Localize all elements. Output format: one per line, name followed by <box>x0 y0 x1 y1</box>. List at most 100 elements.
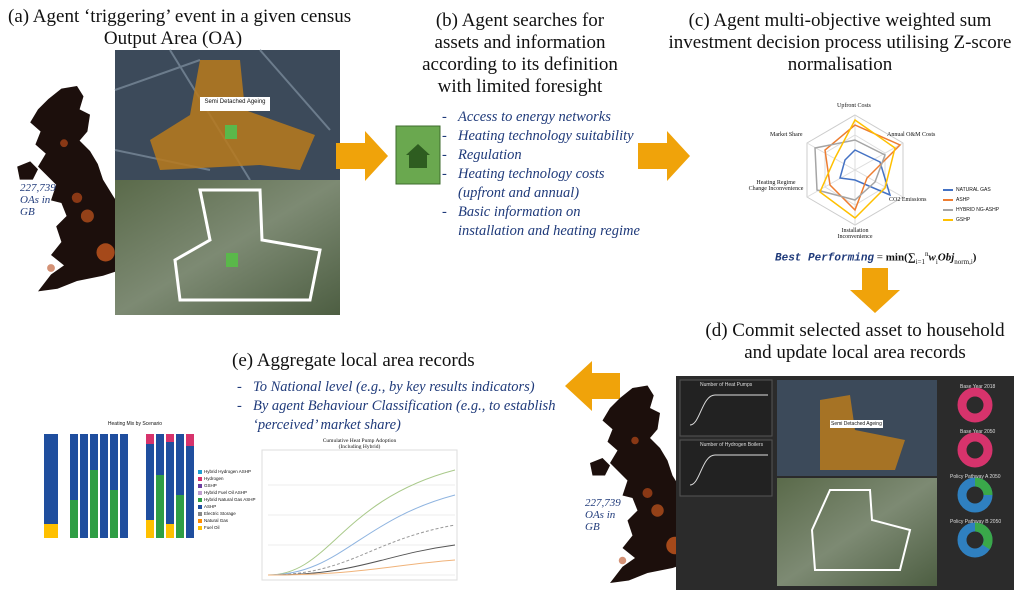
arrow <box>850 268 900 313</box>
legend-text: Hybrid Fuel Oil ASHP <box>204 490 248 495</box>
legend-swatch <box>198 497 202 502</box>
text: GB <box>20 206 35 218</box>
formula-part: i <box>935 257 938 266</box>
radar-label: Installation Inconvenience <box>837 228 873 240</box>
formula-part: = <box>876 251 883 264</box>
legend-entry: ASHP <box>198 503 256 510</box>
formula-lhs: Best Performing <box>775 252 875 265</box>
formula-part: w <box>928 251 936 264</box>
donut-label: Policy Pathway A 2050 <box>950 474 1001 480</box>
radar-chart <box>806 114 904 226</box>
legend-swatch <box>198 504 202 509</box>
map-label: Semi Detached Ageing <box>830 420 883 428</box>
formula-part: ) <box>972 251 977 264</box>
panel-title: (c) Agent multi-objective weighted sum i… <box>665 10 1014 76</box>
radar-label: Upfront Costs <box>837 103 871 109</box>
formula-part: n <box>925 250 929 258</box>
bullet: Heating technology suitability <box>440 127 640 146</box>
legend-entry: NATURAL GAS <box>956 187 991 193</box>
title-line: according to its definition <box>422 54 618 75</box>
title-line: (Including Hybrid) <box>338 444 381 450</box>
panel-title: (a) Agent ‘triggering’ event in a given … <box>8 6 352 50</box>
legend-text: Electric Storage <box>204 511 236 516</box>
legend-swatch <box>198 476 202 481</box>
legend-entry: Hydrogen <box>198 475 256 482</box>
legend-entry: GSHP <box>956 217 971 223</box>
legend-swatch <box>198 511 202 516</box>
title-line: (d) Commit selected asset to household <box>705 320 1005 341</box>
legend-text: Hydrogen <box>204 476 224 481</box>
radar-label: Market Share <box>770 132 803 138</box>
legend-text: Hybrid Hydrogen ASHP <box>204 469 252 474</box>
legend-text: Fuel Oil <box>204 525 220 530</box>
title-line: (c) Agent multi-objective weighted sum <box>688 10 992 31</box>
oa-count: 227,739 OAs in GB <box>20 182 56 218</box>
formula-part: norm,i <box>954 257 973 266</box>
donut-label: Base Year 2050 <box>960 429 996 435</box>
bullet: By agent Behaviour Classification (e.g.,… <box>235 397 560 435</box>
legend: Hybrid Hydrogen ASHP Hydrogen GSHP Hybrid F… <box>198 468 256 531</box>
text: 227,739 <box>585 497 621 509</box>
legend-text: GSHP <box>204 483 217 488</box>
line-chart <box>261 449 458 581</box>
title-line: with limited foresight <box>437 76 603 97</box>
legend-entry: Hybrid Hydrogen ASHP <box>198 468 256 475</box>
oa-area <box>150 60 315 170</box>
donut-label: Policy Pathway B 2050 <box>950 519 1002 525</box>
text: 227,739 <box>20 182 56 194</box>
arrow <box>565 361 620 411</box>
bullet: To National level (e.g., by key results … <box>235 378 560 397</box>
radar-label: CO2 Emissions <box>889 197 927 203</box>
oa-count: 227,739 OAs in GB <box>585 497 621 533</box>
donut-label: Base Year 2018 <box>960 384 996 390</box>
legend-entry: Electric Storage <box>198 510 256 517</box>
text: GB <box>585 521 600 533</box>
chart-title: Heating Mix by Scenario <box>107 421 163 427</box>
formula-part: Obj <box>937 251 955 264</box>
legend-swatch <box>198 525 202 530</box>
chart-label: Number of Heat Pumps <box>700 382 753 388</box>
arrow <box>336 131 388 181</box>
legend-entry: HYBRID NG-ASHP <box>956 207 1000 213</box>
panel-title: (d) Commit selected asset to household a… <box>690 320 1014 364</box>
title-line: assets and information <box>434 32 606 53</box>
legend-text: ASHP <box>204 504 217 509</box>
formula-part: ∑ <box>907 251 916 264</box>
legend-text: Natural Gas <box>204 518 229 523</box>
bullet: Heating technology costs (upfront and an… <box>440 165 640 203</box>
chart-title: Cumulative Heat Pump Adoption (Including… <box>262 438 457 450</box>
legend-entry: Natural Gas <box>198 517 256 524</box>
bullet-list: Access to energy networks Heating techno… <box>440 108 640 241</box>
chart-label: Number of Hydrogen Boilers <box>700 442 764 448</box>
formula: Best Performing = min(∑i=1nwiObjnorm,i) <box>775 250 976 266</box>
radar-label: Heating Regime Change Inconvenience <box>748 180 804 192</box>
legend-swatch <box>198 469 202 474</box>
legend-entry: GSHP <box>198 482 256 489</box>
arrow <box>638 131 690 181</box>
title-line: (a) Agent ‘triggering’ event in a given … <box>8 6 352 27</box>
bullet: Access to energy networks <box>440 108 640 127</box>
legend-text: Hybrid Natural Gas ASHP <box>204 497 256 502</box>
text: OAs in <box>585 509 616 521</box>
title-line: normalisation <box>787 54 893 75</box>
bullet: Regulation <box>440 146 640 165</box>
panel-title: (b) Agent searches for assets and inform… <box>395 10 645 98</box>
bullet-list: To National level (e.g., by key results … <box>235 378 560 435</box>
formula-part: min( <box>885 251 908 264</box>
radar-label: Annual O&M Costs <box>887 132 936 138</box>
bar-chart <box>36 428 236 573</box>
title-line: and update local area records <box>744 342 966 363</box>
legend-entry: Hybrid Natural Gas ASHP <box>198 496 256 503</box>
formula-part: i=1 <box>915 257 925 266</box>
title-line: investment decision process utilising Z-… <box>668 32 1012 53</box>
panel-title: (e) Aggregate local area records <box>232 350 475 371</box>
map-label: Semi Detached Ageing <box>204 99 266 105</box>
title-line: Output Area (OA) <box>103 28 243 49</box>
text: OAs in <box>20 194 51 206</box>
bullet: Basic information on installation and he… <box>440 203 640 241</box>
legend-entry: Fuel Oil <box>198 524 256 531</box>
legend-swatch <box>198 483 202 488</box>
title-line: Cumulative Heat Pump Adoption <box>322 438 397 444</box>
